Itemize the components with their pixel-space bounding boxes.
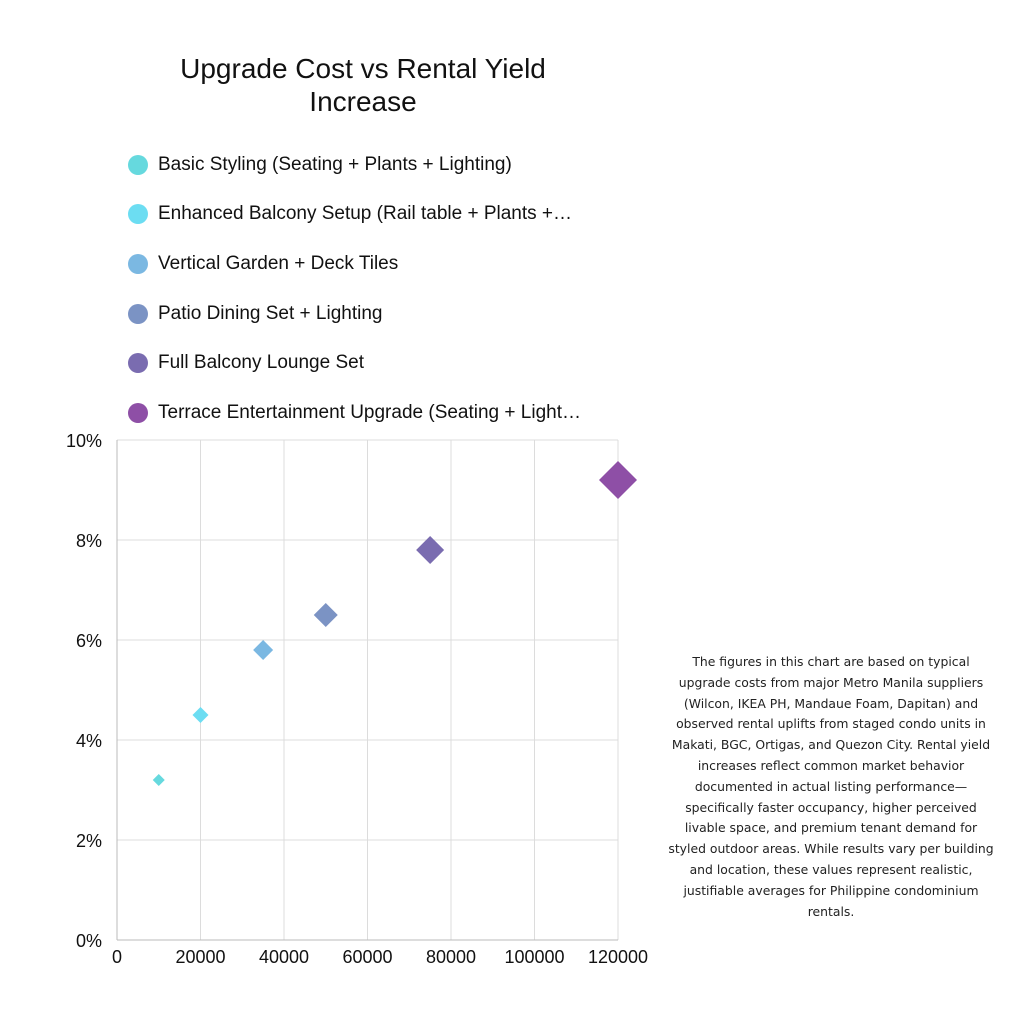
y-tick-label: 10% bbox=[66, 431, 102, 451]
source-note: The figures in this chart are based on t… bbox=[668, 654, 994, 919]
legend-label: Terrace Entertainment Upgrade (Seating +… bbox=[158, 401, 581, 423]
legend-marker bbox=[128, 303, 148, 324]
legend-label: Patio Dining Set + Lighting bbox=[158, 302, 383, 324]
legend-item[interactable]: Basic Styling (Seating + Plants + Lighti… bbox=[128, 140, 581, 190]
legend-label: Vertical Garden + Deck Tiles bbox=[158, 252, 399, 274]
legend-marker bbox=[128, 402, 148, 423]
x-tick-label: 100000 bbox=[504, 947, 564, 967]
x-tick-label: 0 bbox=[112, 947, 122, 967]
x-tick-label: 120000 bbox=[588, 947, 648, 967]
x-tick-label: 40000 bbox=[259, 947, 309, 967]
data-point bbox=[152, 774, 165, 786]
data-point bbox=[599, 461, 637, 499]
x-tick-label: 60000 bbox=[342, 947, 392, 967]
x-tick-label: 20000 bbox=[175, 947, 225, 967]
legend-item[interactable]: Terrace Entertainment Upgrade (Seating +… bbox=[128, 388, 581, 438]
legend-marker bbox=[128, 204, 148, 225]
y-tick-label: 8% bbox=[76, 531, 102, 551]
y-tick-label: 2% bbox=[76, 831, 102, 851]
legend-item[interactable]: Vertical Garden + Deck Tiles bbox=[128, 239, 581, 289]
legend-item[interactable]: Enhanced Balcony Setup (Rail table + Pla… bbox=[128, 190, 581, 240]
y-tick-label: 6% bbox=[76, 631, 102, 651]
x-tick-label: 80000 bbox=[426, 947, 476, 967]
legend-marker bbox=[128, 353, 148, 374]
legend-label: Enhanced Balcony Setup (Rail table + Pla… bbox=[158, 203, 573, 225]
legend: Basic Styling (Seating + Plants + Lighti… bbox=[128, 140, 581, 438]
data-point bbox=[416, 536, 445, 564]
legend-marker bbox=[128, 154, 148, 175]
legend-item[interactable]: Full Balcony Lounge Set bbox=[128, 338, 581, 388]
y-tick-label: 4% bbox=[76, 731, 102, 751]
legend-marker bbox=[128, 253, 148, 274]
legend-label: Basic Styling (Seating + Plants + Lighti… bbox=[158, 153, 512, 175]
data-point bbox=[253, 640, 274, 660]
data-point bbox=[313, 603, 338, 627]
y-tick-label: 0% bbox=[76, 931, 102, 951]
legend-item[interactable]: Patio Dining Set + Lighting bbox=[128, 289, 581, 339]
legend-label: Full Balcony Lounge Set bbox=[158, 352, 364, 374]
chart-title: Upgrade Cost vs Rental Yield Increase bbox=[180, 53, 546, 117]
data-point bbox=[192, 707, 209, 723]
